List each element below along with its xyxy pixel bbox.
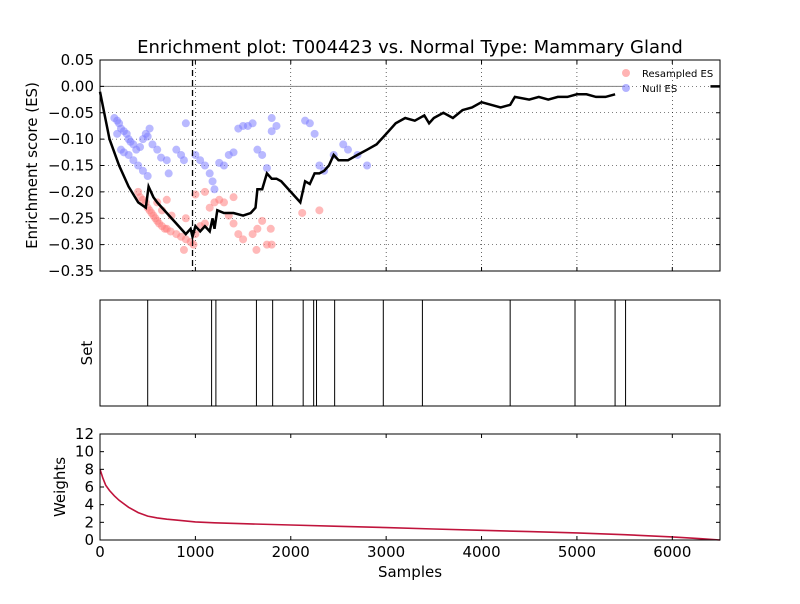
y-axis-label: Set xyxy=(78,341,96,366)
null-es-point xyxy=(229,148,238,157)
resampled-es-point xyxy=(229,193,238,202)
resampled-es-point xyxy=(258,216,267,225)
null-es-point xyxy=(181,119,190,128)
plot-frame xyxy=(99,299,721,407)
legend-label-resampled: Resampled ES xyxy=(642,69,713,80)
null-es-point xyxy=(272,121,281,130)
y-tick-label: 6 xyxy=(84,478,94,496)
x-tick-label: 5000 xyxy=(558,543,596,561)
null-es-point xyxy=(267,127,276,136)
y-tick-label: 12 xyxy=(75,425,94,443)
legend-marker-null xyxy=(622,84,630,92)
null-es-point xyxy=(208,177,217,186)
x-tick-label: 2000 xyxy=(272,543,310,561)
null-es-point xyxy=(145,124,154,133)
gene-set-panel: Set xyxy=(78,299,721,407)
es-line xyxy=(98,91,616,242)
y-tick-label: −0.05 xyxy=(48,104,94,122)
plot-frame xyxy=(99,433,721,541)
null-es-point xyxy=(205,169,214,178)
resampled-es-point xyxy=(253,224,262,233)
x-tick-label: 1000 xyxy=(176,543,214,561)
y-tick-label: 0.00 xyxy=(61,77,94,95)
null-es-point xyxy=(363,161,372,170)
resampled-es-point xyxy=(220,198,228,207)
null-es-point xyxy=(262,164,271,173)
y-tick-label: 8 xyxy=(84,460,94,478)
y-tick-label: −0.20 xyxy=(48,183,94,201)
resampled-es-point xyxy=(200,219,209,228)
null-es-point xyxy=(200,161,209,170)
null-es-point xyxy=(248,119,257,128)
x-tick-label: 4000 xyxy=(462,543,500,561)
null-es-point xyxy=(210,185,219,194)
y-tick-label: 0.05 xyxy=(61,51,94,69)
null-es-point xyxy=(113,129,122,138)
null-es-point xyxy=(253,145,262,154)
null-es-point xyxy=(305,119,314,128)
resampled-es-point xyxy=(229,219,238,228)
y-tick-label: −0.15 xyxy=(48,157,94,175)
y-tick-label: 0 xyxy=(84,531,94,549)
null-es-point xyxy=(196,156,205,165)
null-es-point xyxy=(164,169,173,178)
null-es-point xyxy=(220,161,228,170)
resampled-es-point xyxy=(234,230,243,239)
null-es-point xyxy=(129,156,138,165)
enrichment-panel: 0.05 0.00 −0.05 −0.10 −0.15 −0.20 −0.25 −0.30 −0… xyxy=(23,51,721,280)
y-tick-label: −0.10 xyxy=(48,130,94,148)
x-tick-label: 0 xyxy=(95,543,105,561)
legend-marker-resampled xyxy=(622,69,630,77)
null-es-point xyxy=(344,145,352,154)
null-es-point xyxy=(310,129,319,138)
resampled-es-point xyxy=(239,235,248,244)
null-es-point xyxy=(143,132,152,141)
null-es-point xyxy=(148,140,157,149)
null-es-point xyxy=(339,140,348,149)
null-es-point xyxy=(191,150,200,159)
null-es-point xyxy=(134,161,143,170)
x-axis-label: Samples xyxy=(378,563,442,581)
null-es-point xyxy=(179,156,188,165)
resampled-es-point xyxy=(181,214,190,223)
y-tick-label: 4 xyxy=(84,496,94,514)
null-es-point xyxy=(153,145,162,154)
y-tick-label: −0.25 xyxy=(48,209,94,227)
resampled-es-point xyxy=(298,208,307,217)
resampled-es-point xyxy=(267,240,276,249)
resampled-es-point xyxy=(315,206,324,215)
null-es-point xyxy=(116,145,125,154)
y-tick-label: −0.30 xyxy=(48,236,94,254)
x-tick-label: 6000 xyxy=(653,543,691,561)
null-es-point xyxy=(315,161,324,170)
resampled-es-point xyxy=(162,195,171,204)
y-tick-label: 2 xyxy=(84,513,94,531)
chart-title: Enrichment plot: T004423 vs. Normal Type… xyxy=(137,37,683,58)
x-tick-label: 3000 xyxy=(367,543,405,561)
resampled-es-point xyxy=(191,190,200,199)
null-es-point xyxy=(136,143,145,152)
null-es-point xyxy=(172,145,181,154)
y-axis-label: Enrichment score (ES) xyxy=(23,82,41,249)
resampled-es-point xyxy=(266,224,275,233)
resampled-es-point xyxy=(189,240,198,249)
null-es-point xyxy=(258,150,267,159)
legend-label-null: Null ES xyxy=(642,84,677,95)
resampled-es-point xyxy=(252,245,261,254)
null-es-point xyxy=(143,172,152,181)
resampled-es-point xyxy=(200,187,209,196)
y-tick-label: 10 xyxy=(75,443,94,461)
null-es-point xyxy=(162,156,171,165)
y-tick-label: −0.35 xyxy=(48,262,94,280)
weights-line xyxy=(99,469,721,541)
resampled-es-point xyxy=(205,203,214,212)
null-es-point xyxy=(267,114,276,123)
null-es-point xyxy=(138,166,147,175)
resampled-es-point xyxy=(248,230,257,239)
y-axis-label: Weights xyxy=(51,457,69,517)
resampled-es-point xyxy=(179,245,188,254)
